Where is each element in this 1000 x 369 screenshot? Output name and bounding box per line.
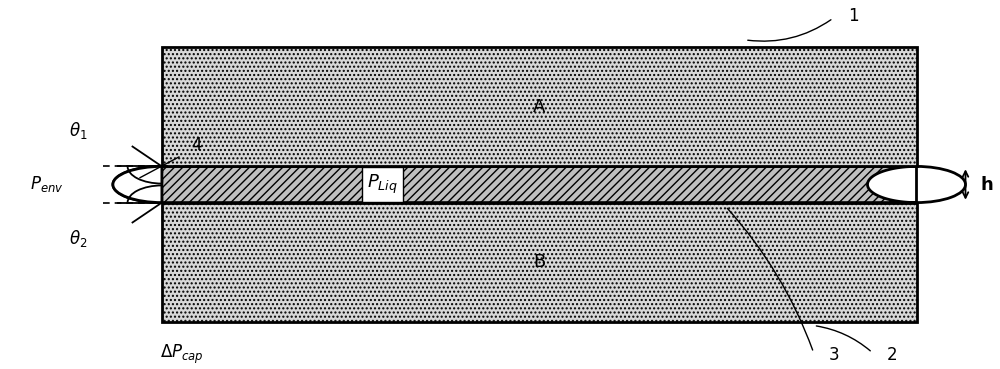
Text: 3: 3 xyxy=(828,346,839,364)
Text: $\theta_2$: $\theta_2$ xyxy=(69,228,88,249)
Polygon shape xyxy=(113,166,916,203)
Text: 1: 1 xyxy=(848,7,859,25)
Text: 4: 4 xyxy=(191,136,202,154)
Text: A: A xyxy=(533,98,545,116)
Text: $\Delta P_{cap}$: $\Delta P_{cap}$ xyxy=(160,343,203,366)
Text: $\theta_1$: $\theta_1$ xyxy=(69,120,88,141)
Text: h: h xyxy=(980,176,993,193)
Wedge shape xyxy=(113,166,162,203)
Text: $P_{env}$: $P_{env}$ xyxy=(30,175,63,194)
Text: B: B xyxy=(533,253,545,271)
Bar xyxy=(162,203,916,322)
Text: $P_{Liq}$: $P_{Liq}$ xyxy=(367,173,398,196)
Wedge shape xyxy=(916,166,966,203)
Text: 2: 2 xyxy=(887,346,898,364)
Bar xyxy=(162,47,916,166)
